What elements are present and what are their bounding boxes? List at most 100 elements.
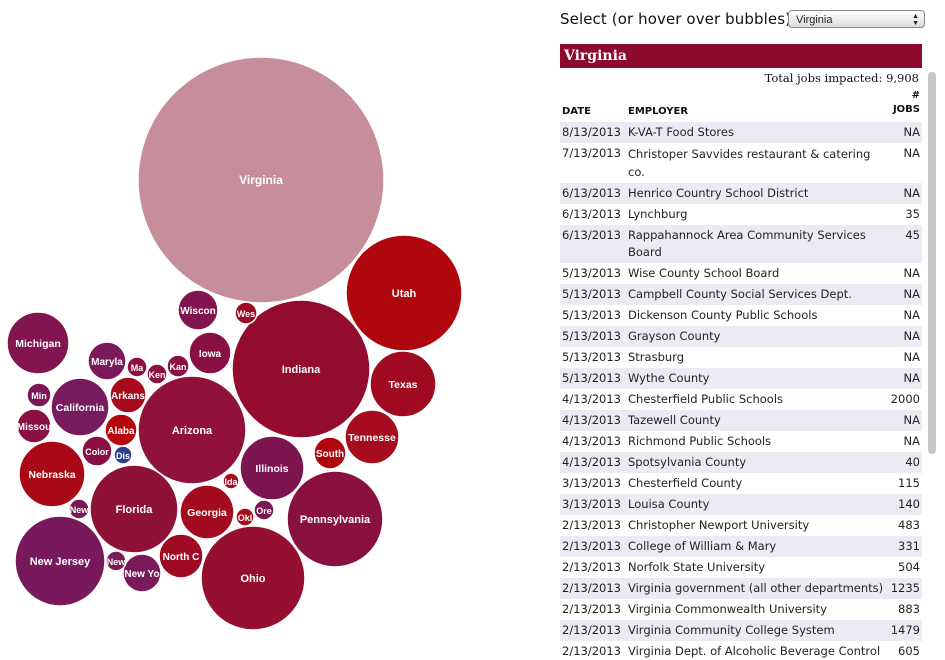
state-bubble-circle[interactable] [200, 525, 306, 631]
state-bubble-circle[interactable] [18, 440, 86, 508]
state-bubble-circle[interactable] [369, 350, 437, 418]
employer-cell: Wise County School Board [628, 266, 780, 280]
state-bubble[interactable]: Arizona [137, 375, 247, 485]
state-bubble-circle[interactable] [89, 464, 179, 554]
state-bubble-circle[interactable] [137, 375, 247, 485]
state-bubble-label: Georgia [187, 507, 227, 519]
state-bubble-circle[interactable] [286, 470, 384, 568]
date-cell: 3/13/2013 [562, 476, 621, 490]
state-bubble-label: New Yo [124, 569, 159, 580]
date-cell: 2/13/2013 [562, 518, 621, 532]
state-bubble[interactable]: Pennsylvania [286, 470, 384, 568]
state-bubble[interactable]: Virginia [137, 56, 385, 304]
state-bubble[interactable]: Maryla [87, 341, 127, 381]
state-bubble[interactable]: Illinois [239, 435, 305, 501]
table-row: 5/13/2013 Dickenson County Public Schools… [560, 305, 922, 326]
jobs-cell: NA [903, 308, 920, 322]
jobs-cell: 1235 [888, 578, 922, 599]
state-bubble-circle[interactable] [188, 331, 232, 375]
state-bubble[interactable]: Kan [166, 354, 190, 378]
state-bubble-label: Utah [392, 288, 417, 300]
table-body: 8/13/2013 K-VA-T Food Stores NA 7/13/2013 Ch… [560, 122, 922, 660]
state-bubble[interactable]: Color [81, 435, 113, 467]
state-bubble[interactable]: Ore [253, 499, 275, 521]
state-bubble[interactable]: Indiana [231, 299, 371, 439]
state-bubble[interactable]: Ida [222, 472, 240, 490]
state-bubble[interactable]: Nebraska [18, 440, 86, 508]
state-bubble[interactable]: South [313, 436, 347, 470]
state-bubble-circle[interactable] [113, 445, 133, 465]
state-bubble-circle[interactable] [166, 354, 190, 378]
state-bubble-circle[interactable] [50, 377, 110, 437]
state-bubble[interactable]: Utah [345, 234, 463, 352]
layoffs-table: DATE EMPLOYER # JOBS 8/13/2013 K-VA-T Food… [560, 89, 922, 660]
state-bubble-circle[interactable] [6, 311, 70, 375]
table-row: 2/13/2013 College of William & Mary 331 [560, 536, 922, 557]
state-bubble-label: Missou [17, 422, 51, 433]
state-select[interactable]: Virginia ▲ ▼ [788, 10, 925, 28]
state-bubble-circle[interactable] [146, 363, 168, 385]
state-bubble[interactable]: California [50, 377, 110, 437]
state-bubble[interactable]: Iowa [188, 331, 232, 375]
state-bubble-label: Arizona [172, 425, 213, 437]
state-bubble-circle[interactable] [235, 507, 255, 527]
employer-cell: Tazewell County [626, 410, 888, 431]
state-bubble-label: Dis [116, 451, 130, 461]
state-bubble-circle[interactable] [109, 376, 147, 414]
state-bubble-circle[interactable] [222, 472, 240, 490]
state-bubble-circle[interactable] [122, 553, 162, 593]
state-bubble-circle[interactable] [14, 515, 106, 607]
state-bubble[interactable]: Ohio [200, 525, 306, 631]
state-bubble[interactable]: Okl [235, 507, 255, 527]
state-bubble-circle[interactable] [126, 356, 148, 378]
state-bubble[interactable]: Texas [369, 350, 437, 418]
state-bubble[interactable]: North C [158, 533, 204, 579]
state-bubble-circle[interactable] [137, 56, 385, 304]
state-bubble[interactable]: Wiscon [177, 289, 219, 331]
state-bubble-circle[interactable] [239, 435, 305, 501]
state-bubble[interactable]: New [105, 550, 127, 572]
state-bubble[interactable]: Alaba [104, 413, 138, 447]
table-row: 3/13/2013 Chesterfield County 115 [560, 473, 922, 494]
panel-scrollbar[interactable] [928, 72, 936, 660]
state-bubble[interactable]: Florida [89, 464, 179, 554]
table-row: 4/13/2013 Spotsylvania County 40 [560, 452, 922, 473]
jobs-cell: NA [903, 266, 920, 280]
date-cell: 2/13/2013 [560, 536, 626, 557]
state-bubble-circle[interactable] [234, 301, 258, 325]
state-bubble-circle[interactable] [68, 498, 90, 520]
state-bubble[interactable]: Ken [146, 363, 168, 385]
state-bubble-circle[interactable] [253, 499, 275, 521]
jobs-column-header: # JOBS [888, 89, 922, 122]
state-bubble[interactable]: Michigan [6, 311, 70, 375]
state-bubble[interactable]: Missou [16, 408, 52, 444]
state-bubble-circle[interactable] [179, 484, 235, 540]
state-bubble-circle[interactable] [26, 382, 52, 408]
state-bubble[interactable]: Wes [234, 301, 258, 325]
state-bubble-circle[interactable] [158, 533, 204, 579]
employer-cell: Virginia Community College System [626, 620, 888, 641]
state-bubble-circle[interactable] [16, 408, 52, 444]
date-cell: 4/13/2013 [560, 452, 626, 473]
state-bubble[interactable]: New Jersey [14, 515, 106, 607]
state-bubble-circle[interactable] [105, 550, 127, 572]
state-bubble-circle[interactable] [87, 341, 127, 381]
state-bubble[interactable]: Arkans [109, 376, 147, 414]
state-bubble-circle[interactable] [344, 409, 400, 465]
scrollbar-thumb[interactable] [928, 72, 936, 454]
state-bubble-circle[interactable] [81, 435, 113, 467]
state-bubble[interactable]: New Yo [122, 553, 162, 593]
state-bubble[interactable]: Min [26, 382, 52, 408]
state-bubble[interactable]: New [68, 498, 90, 520]
state-bubble-circle[interactable] [313, 436, 347, 470]
state-bubble-label: Ida [224, 477, 238, 487]
table-row: 5/13/2013 Grayson County NA [560, 326, 922, 347]
state-bubble[interactable]: Georgia [179, 484, 235, 540]
date-cell: 5/13/2013 [560, 284, 626, 305]
table-row: 2/13/2013 Virginia government (all other … [560, 578, 922, 599]
state-bubble[interactable]: Ma [126, 356, 148, 378]
state-bubble[interactable]: Tennesse [344, 409, 400, 465]
state-bubble-circle[interactable] [177, 289, 219, 331]
state-bubble-circle[interactable] [231, 299, 371, 439]
state-bubble[interactable]: Dis [113, 445, 133, 465]
